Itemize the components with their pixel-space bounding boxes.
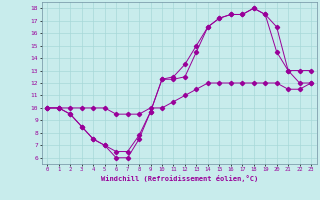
X-axis label: Windchill (Refroidissement éolien,°C): Windchill (Refroidissement éolien,°C) [100, 175, 258, 182]
